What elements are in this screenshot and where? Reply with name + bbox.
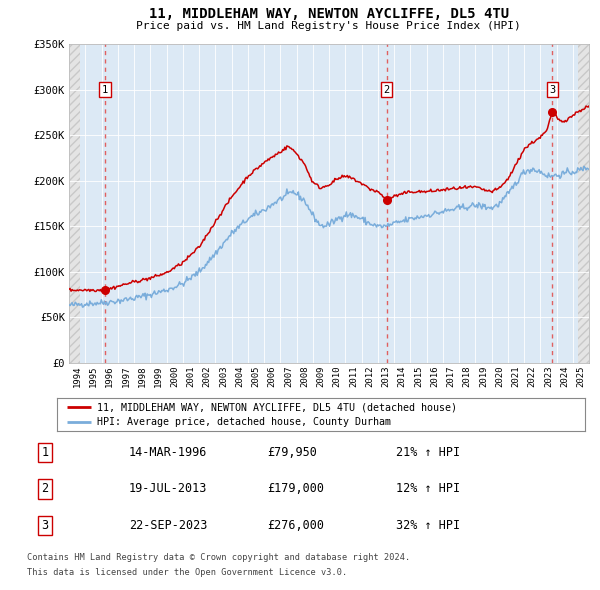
Text: 21% ↑ HPI: 21% ↑ HPI	[396, 446, 460, 459]
Text: 2001: 2001	[187, 366, 196, 387]
Text: 1997: 1997	[121, 366, 130, 387]
Text: 12% ↑ HPI: 12% ↑ HPI	[396, 483, 460, 496]
Text: 32% ↑ HPI: 32% ↑ HPI	[396, 519, 460, 532]
Text: 3: 3	[549, 85, 556, 95]
Text: 22-SEP-2023: 22-SEP-2023	[129, 519, 208, 532]
Text: 2008: 2008	[300, 366, 309, 387]
Text: 2000: 2000	[170, 366, 179, 387]
Text: 2024: 2024	[560, 366, 569, 387]
Text: £179,000: £179,000	[267, 483, 324, 496]
Bar	[578, 44, 589, 363]
Text: £276,000: £276,000	[267, 519, 324, 532]
Text: 2004: 2004	[235, 366, 244, 387]
Text: 2007: 2007	[284, 366, 293, 387]
Text: 1999: 1999	[154, 366, 163, 387]
Text: 2006: 2006	[268, 366, 277, 387]
Text: HPI: Average price, detached house, County Durham: HPI: Average price, detached house, Coun…	[97, 417, 391, 427]
Text: 2017: 2017	[446, 366, 455, 387]
Text: 11, MIDDLEHAM WAY, NEWTON AYCLIFFE, DL5 4TU (detached house): 11, MIDDLEHAM WAY, NEWTON AYCLIFFE, DL5 …	[97, 402, 457, 412]
Text: 1: 1	[41, 446, 49, 459]
Text: 1995: 1995	[89, 366, 98, 387]
Text: 2018: 2018	[463, 366, 472, 387]
Text: 2011: 2011	[349, 366, 358, 387]
Text: 2009: 2009	[316, 366, 325, 387]
Text: 2014: 2014	[398, 366, 407, 387]
Text: 2005: 2005	[251, 366, 260, 387]
Text: This data is licensed under the Open Government Licence v3.0.: This data is licensed under the Open Gov…	[27, 568, 347, 577]
Text: 2020: 2020	[495, 366, 504, 387]
Text: 1994: 1994	[73, 366, 82, 387]
Text: 2013: 2013	[382, 366, 391, 387]
Text: Contains HM Land Registry data © Crown copyright and database right 2024.: Contains HM Land Registry data © Crown c…	[27, 553, 410, 562]
Text: 1998: 1998	[137, 366, 146, 387]
Text: 2: 2	[383, 85, 390, 95]
Text: 2025: 2025	[577, 366, 586, 387]
Text: 2016: 2016	[430, 366, 439, 387]
Text: 2002: 2002	[203, 366, 212, 387]
Text: 2023: 2023	[544, 366, 553, 387]
Text: 1: 1	[102, 85, 108, 95]
Text: 11, MIDDLEHAM WAY, NEWTON AYCLIFFE, DL5 4TU: 11, MIDDLEHAM WAY, NEWTON AYCLIFFE, DL5 …	[149, 7, 509, 21]
Text: 1996: 1996	[105, 366, 114, 387]
Text: £79,950: £79,950	[267, 446, 317, 459]
Bar	[69, 44, 80, 363]
Text: 3: 3	[41, 519, 49, 532]
Text: 2010: 2010	[333, 366, 342, 387]
Text: 2003: 2003	[219, 366, 228, 387]
Text: 19-JUL-2013: 19-JUL-2013	[129, 483, 208, 496]
Text: 2022: 2022	[528, 366, 537, 387]
Text: 2: 2	[41, 483, 49, 496]
Text: 14-MAR-1996: 14-MAR-1996	[129, 446, 208, 459]
Text: 2015: 2015	[414, 366, 423, 387]
Text: Price paid vs. HM Land Registry's House Price Index (HPI): Price paid vs. HM Land Registry's House …	[136, 21, 521, 31]
Text: 2021: 2021	[512, 366, 521, 387]
Text: 2012: 2012	[365, 366, 374, 387]
Text: 2019: 2019	[479, 366, 488, 387]
